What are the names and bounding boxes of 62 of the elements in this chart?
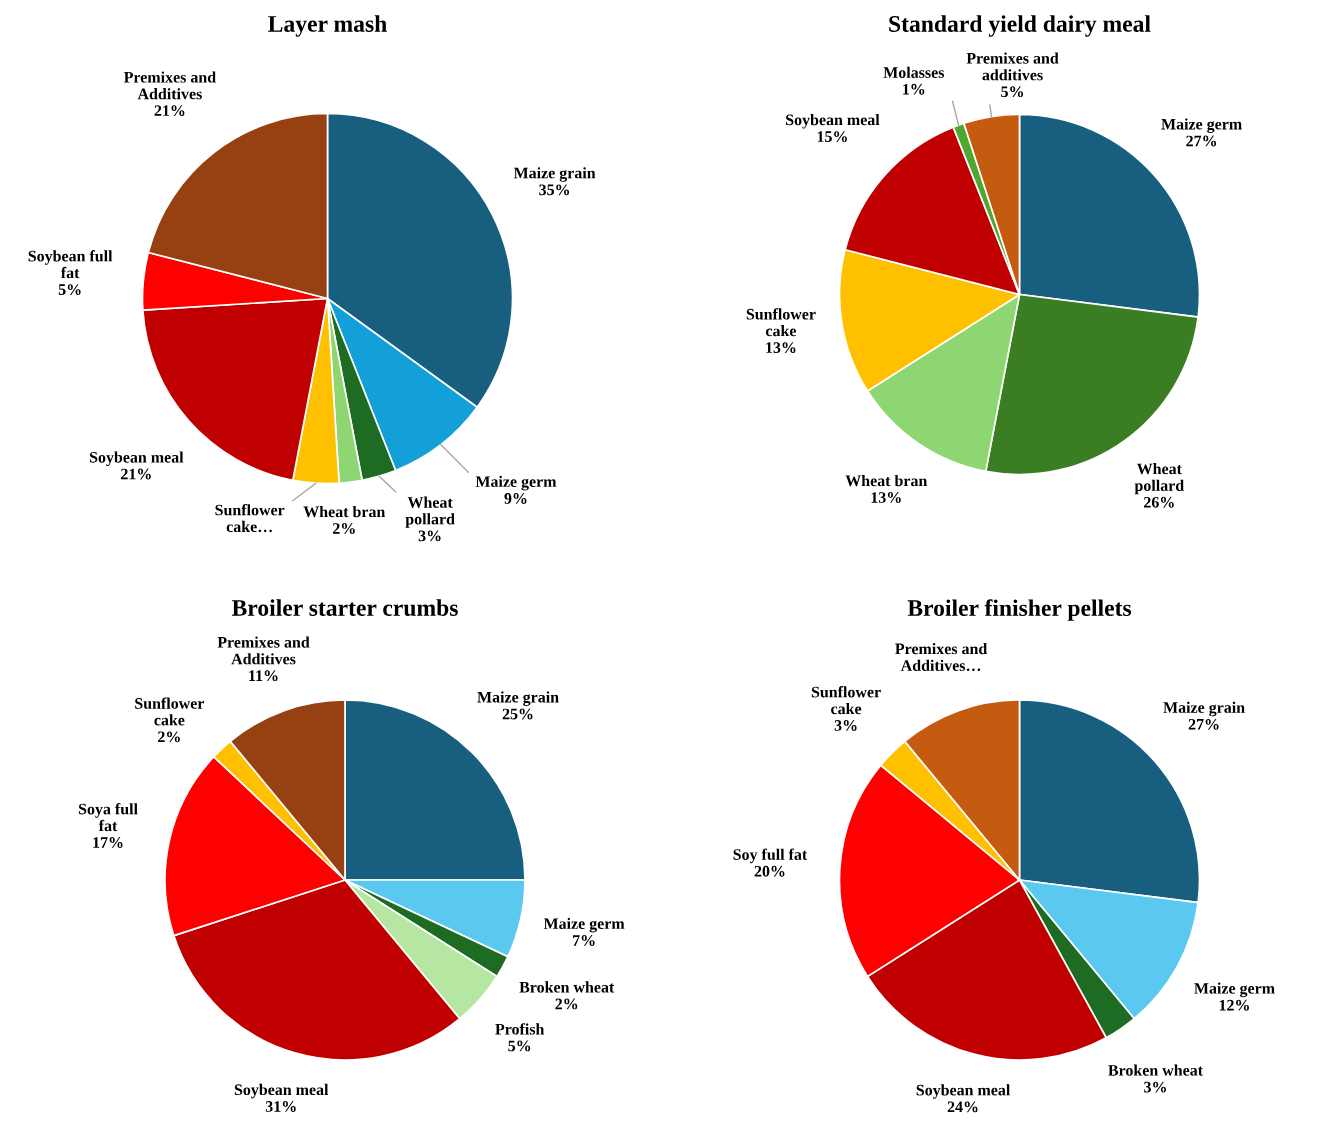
data-label: 17% <box>93 837 123 848</box>
slice-label: Sunflower cake <box>135 697 205 726</box>
data-label: 3% <box>418 530 441 542</box>
data-label: 24% <box>947 1101 978 1113</box>
data-label: 7% <box>573 935 595 946</box>
data-label: 3% <box>834 720 857 731</box>
data-label: 13% <box>766 342 796 354</box>
data-label: 12% <box>1219 999 1249 1011</box>
slice-label: Sunflower cake <box>811 686 881 715</box>
data-label: 21% <box>121 468 151 480</box>
slice-label: Wheat bran <box>845 474 928 487</box>
data-label: 13% <box>871 492 901 503</box>
slice-label: Wheat bran <box>303 505 386 518</box>
slice-label: Molasses <box>883 66 945 78</box>
slice-label: Soya full fat <box>78 802 138 832</box>
slice-label: Premixes and Additives <box>217 636 310 665</box>
chart-title: Broiler starter crumbs <box>231 599 458 616</box>
data-label: 2% <box>555 998 578 1010</box>
data-label: 31% <box>265 1101 296 1112</box>
chart-title: Layer mash <box>268 15 387 37</box>
slice-label: Wheat pollard <box>1134 463 1184 495</box>
slice-label: Maize germ <box>1161 118 1242 133</box>
slice-label: Sunflower cake <box>746 308 816 337</box>
slice-label: Maize grain <box>477 691 559 706</box>
slice-label: Premixes and Additives… <box>895 642 988 671</box>
data-label: 1% <box>903 83 925 95</box>
slice-label: Soybean meal <box>89 451 184 466</box>
data-label: 21% <box>154 105 185 117</box>
data-label: 27% <box>1188 718 1219 730</box>
data-label: 9% <box>504 493 527 504</box>
slice-label: Soybean meal <box>786 113 880 129</box>
data-label: 2% <box>332 523 355 534</box>
data-label: 3% <box>1144 1081 1166 1093</box>
data-label: 2% <box>158 731 180 743</box>
slice-label: Broken wheat <box>519 981 615 993</box>
slice-label: Maize grain <box>513 167 596 182</box>
data-label: 27% <box>1186 135 1217 147</box>
slice-label: Soybean full fat <box>28 250 113 279</box>
slice-label: Maize germ <box>475 475 557 491</box>
data-label: 11% <box>249 670 278 682</box>
data-label: 5% <box>508 1040 531 1052</box>
slice-label: Maize germ <box>1194 982 1275 998</box>
data-label: 35% <box>539 184 570 196</box>
data-label: 20% <box>754 865 785 877</box>
slice-label: Premixes and additives <box>966 52 1059 81</box>
slice-label: Soybean meal <box>234 1083 329 1099</box>
data-label: 5% <box>58 284 81 296</box>
data-label: 15% <box>817 131 847 143</box>
slice-label: Broken wheat <box>1108 1064 1203 1076</box>
slice-label: Maize grain <box>1163 701 1245 717</box>
data-label: 26% <box>1144 496 1174 508</box>
slice-label: Wheat pollard <box>405 496 455 528</box>
slice-label: Profish <box>495 1023 545 1035</box>
slice-label: Premixes and Additives <box>123 71 216 100</box>
data-label: 25% <box>502 708 533 720</box>
slice-label: Soybean meal <box>916 1084 1011 1099</box>
slice-label: Soy full fat <box>733 848 808 864</box>
data-label: 5% <box>1001 86 1024 98</box>
chart-title: Broiler finisher pellets <box>907 599 1132 621</box>
chart-title: Standard yield dairy meal <box>889 15 1151 37</box>
slice-label: Sunflower cake… <box>215 503 285 533</box>
slice-label: Maize germ <box>543 917 625 933</box>
